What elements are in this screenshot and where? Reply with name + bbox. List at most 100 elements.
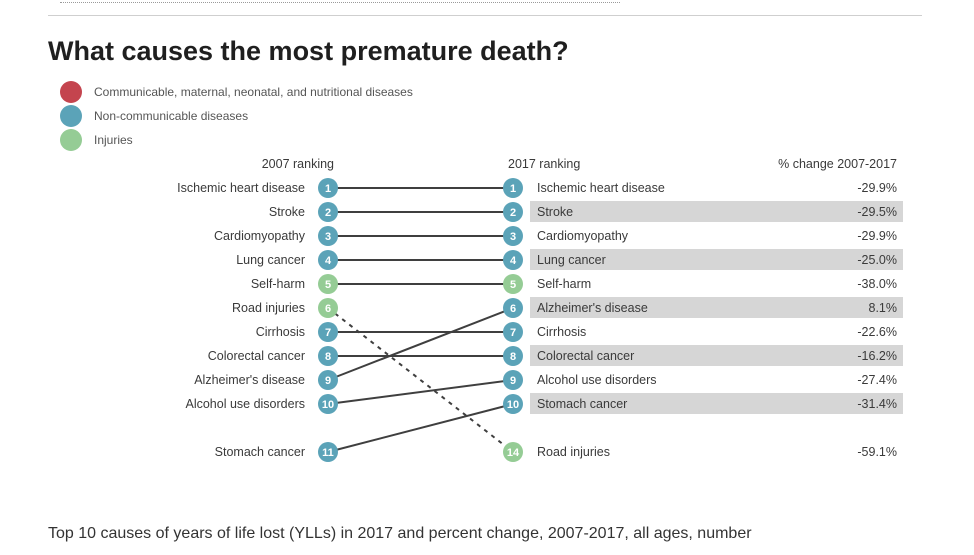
rank-link-10-to-9 [327, 379, 514, 405]
percent-change-value: -16.2% [857, 349, 897, 363]
cropped-subtitle-remnant [60, 0, 620, 3]
left-rank-number-6: 6 [325, 303, 331, 315]
left-cause-label: Cirrhosis [256, 325, 305, 339]
percent-change-value: -59.1% [857, 445, 897, 459]
left-rank-circle-7 [318, 322, 338, 342]
left-rank-circle-6 [318, 298, 338, 318]
slope-chart: 2007 ranking 2017 ranking % change 2007-… [177, 157, 903, 462]
left-rank-number-3: 3 [325, 231, 331, 243]
right-cause-label: Cirrhosis [537, 325, 586, 339]
legend-label-injuries: Injuries [94, 133, 133, 147]
left-rank-circle-5 [318, 274, 338, 294]
legend-label-communicable: Communicable, maternal, neonatal, and nu… [94, 85, 413, 99]
right-rank-circle-2 [503, 202, 523, 222]
percent-change-value: -25.0% [857, 253, 897, 267]
left-rank-circle-1 [318, 178, 338, 198]
left-cause-label: Stomach cancer [215, 445, 305, 459]
left-rank-circle-3 [318, 226, 338, 246]
right-cause-label: Cardiomyopathy [537, 229, 629, 243]
rank-link-6-to-14 [327, 307, 514, 453]
left-cause-label: Colorectal cancer [208, 349, 305, 363]
left-cause-label: Lung cancer [236, 253, 305, 267]
header-percent-change: % change 2007-2017 [778, 157, 897, 171]
row-shade-6 [530, 297, 903, 318]
legend-swatch-non-communicable [60, 105, 82, 127]
left-rank-circle-9 [318, 370, 338, 390]
percent-change-value: -31.4% [857, 397, 897, 411]
right-cause-label: Ischemic heart disease [537, 181, 665, 195]
left-rank-number-9: 9 [325, 375, 331, 387]
percent-change-value: -22.6% [857, 325, 897, 339]
left-rank-number-7: 7 [325, 327, 331, 339]
left-cause-label: Stroke [269, 205, 305, 219]
left-cause-label: Self-harm [251, 277, 305, 291]
left-rank-circle-10 [318, 394, 338, 414]
left-cause-label: Ischemic heart disease [177, 181, 305, 195]
left-rank-number-8: 8 [325, 351, 331, 363]
left-cause-label: Alcohol use disorders [185, 397, 305, 411]
right-rank-number-6: 6 [510, 303, 516, 315]
right-rank-number-1: 1 [510, 183, 516, 195]
percent-change-value: 8.1% [869, 301, 898, 315]
chart-caption: Top 10 causes of years of life lost (YLL… [48, 525, 752, 542]
right-rank-circle-6 [503, 298, 523, 318]
right-cause-label: Colorectal cancer [537, 349, 634, 363]
top-divider [48, 15, 922, 16]
percent-change-value: -27.4% [857, 373, 897, 387]
right-cause-label: Stroke [537, 205, 573, 219]
right-rank-circle-14 [503, 442, 523, 462]
legend-swatch-communicable [60, 81, 82, 103]
rank-link-9-to-6 [327, 307, 514, 381]
rank-link-11-to-10 [327, 403, 514, 453]
rank-links [327, 187, 514, 453]
legend-label-non-communicable: Non-communicable diseases [94, 109, 249, 123]
left-rank-number-10: 10 [322, 399, 334, 411]
left-rank-number-5: 5 [325, 279, 331, 291]
left-rank-circle-8 [318, 346, 338, 366]
left-rank-number-2: 2 [325, 207, 331, 219]
right-cause-label: Self-harm [537, 277, 591, 291]
left-cause-label: Road injuries [232, 301, 305, 315]
right-rank-circle-4 [503, 250, 523, 270]
legend-swatch-injuries [60, 129, 82, 151]
header-2007-ranking: 2007 ranking [262, 157, 334, 171]
row-shade-2 [530, 201, 903, 222]
left-rank-circle-11 [318, 442, 338, 462]
percent-change-value: -29.5% [857, 205, 897, 219]
right-rank-number-8: 8 [510, 351, 516, 363]
right-rank-circle-3 [503, 226, 523, 246]
left-rank-number-4: 4 [325, 255, 332, 267]
right-cause-label: Lung cancer [537, 253, 606, 267]
legend-item-non-communicable: Non-communicable diseases [60, 104, 413, 128]
header-2017-ranking: 2017 ranking [508, 157, 580, 171]
row-labels: Ischemic heart disease Stroke Cardiomyopat… [177, 181, 897, 459]
right-rank-circle-8 [503, 346, 523, 366]
right-rank-number-14: 14 [507, 447, 520, 459]
legend: Communicable, maternal, neonatal, and nu… [60, 80, 413, 152]
percent-change-value: -29.9% [857, 229, 897, 243]
right-rank-circle-9 [503, 370, 523, 390]
percent-change-value: -29.9% [857, 181, 897, 195]
left-rank-circle-4 [318, 250, 338, 270]
right-rank-circle-1 [503, 178, 523, 198]
right-rank-number-4: 4 [510, 255, 517, 267]
right-rank-number-9: 9 [510, 375, 516, 387]
left-cause-label: Alzheimer's disease [194, 373, 305, 387]
right-rank-number-7: 7 [510, 327, 516, 339]
percent-change-value: -38.0% [857, 277, 897, 291]
right-rank-number-3: 3 [510, 231, 516, 243]
row-shade-10 [530, 393, 903, 414]
row-shading [530, 201, 903, 414]
row-shade-4 [530, 249, 903, 270]
right-rank-number-5: 5 [510, 279, 516, 291]
right-rank-circle-10 [503, 394, 523, 414]
right-rank-circle-7 [503, 322, 523, 342]
row-shade-8 [530, 345, 903, 366]
left-cause-label: Cardiomyopathy [214, 229, 306, 243]
legend-item-communicable: Communicable, maternal, neonatal, and nu… [60, 80, 413, 104]
left-rank-number-1: 1 [325, 183, 331, 195]
right-cause-label: Stomach cancer [537, 397, 627, 411]
right-rank-number-10: 10 [507, 399, 519, 411]
right-cause-label: Alzheimer's disease [537, 301, 648, 315]
